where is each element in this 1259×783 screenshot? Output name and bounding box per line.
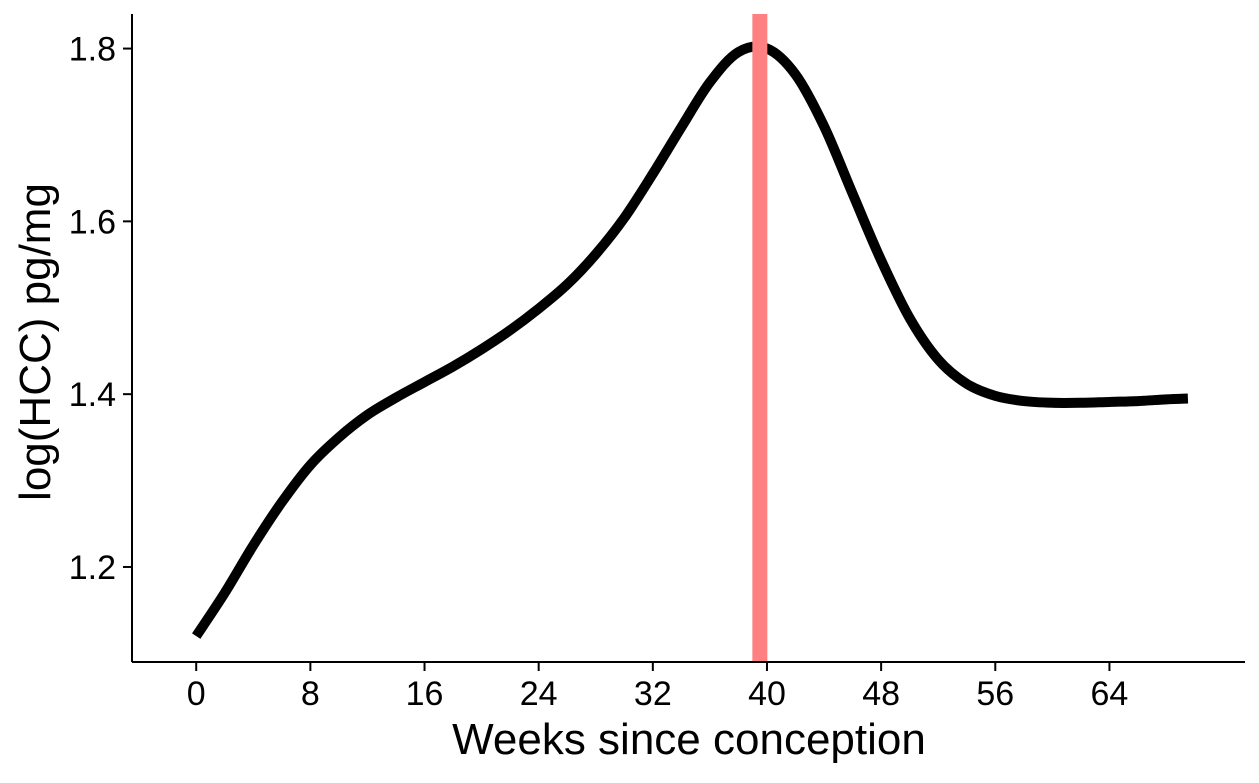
x-tick-label: 40 bbox=[748, 675, 786, 713]
x-tick-label: 16 bbox=[406, 675, 444, 713]
y-tick-label: 1.2 bbox=[69, 549, 116, 587]
x-tick-label: 8 bbox=[301, 675, 320, 713]
y-tick-label: 1.8 bbox=[69, 31, 116, 69]
y-tick-label: 1.6 bbox=[69, 203, 116, 241]
reference-line-0 bbox=[752, 14, 768, 662]
axes: 0 8 16 24 32 40 48 56 64 1.2 1.4 1.6 1.8 bbox=[69, 14, 1245, 713]
x-tick-label: 64 bbox=[1091, 675, 1129, 713]
x-axis-title: Weeks since conception bbox=[452, 715, 926, 764]
x-tick-label: 24 bbox=[520, 675, 558, 713]
x-tick-label: 48 bbox=[862, 675, 900, 713]
y-axis-title: log(HCC) pg/mg bbox=[11, 183, 60, 501]
y-tick-label: 1.4 bbox=[69, 376, 116, 414]
series-line-0 bbox=[192, 41, 1189, 639]
x-tick-label: 32 bbox=[634, 675, 672, 713]
x-tick-label: 0 bbox=[187, 675, 206, 713]
x-tick-label: 56 bbox=[976, 675, 1014, 713]
plot-area bbox=[192, 14, 1189, 662]
